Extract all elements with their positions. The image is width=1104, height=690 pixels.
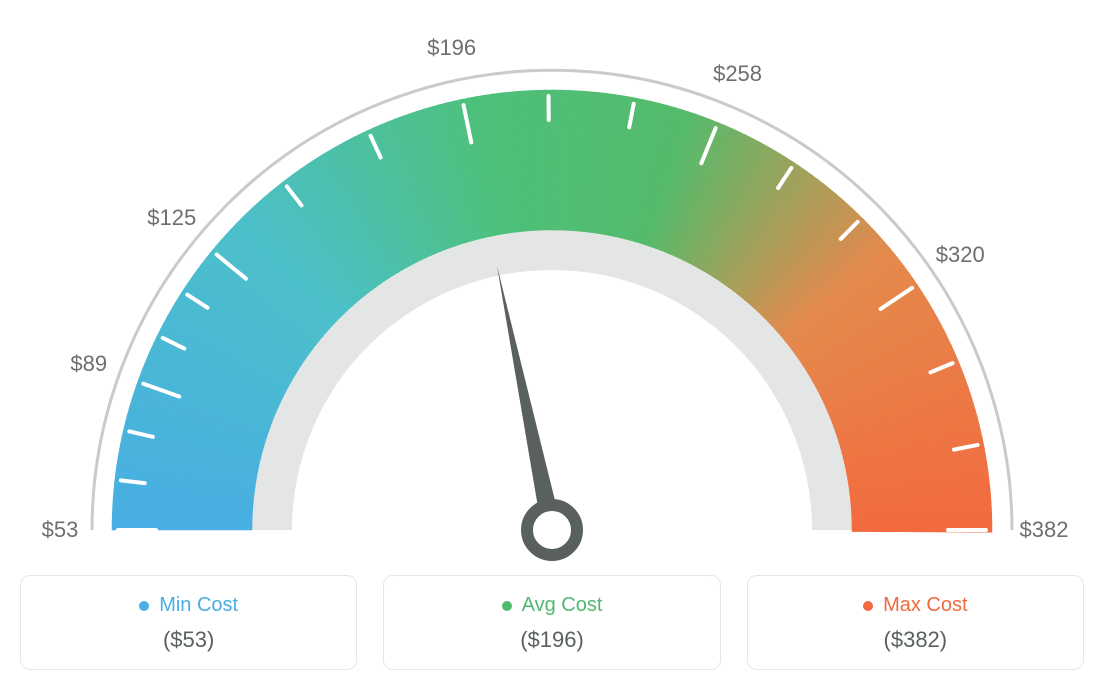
gauge-arc xyxy=(112,90,992,532)
legend-card-min: Min Cost ($53) xyxy=(20,575,357,670)
gauge-needle-hub xyxy=(527,505,577,555)
legend-label-min: Min Cost xyxy=(159,594,238,617)
legend-title-max: Max Cost xyxy=(863,594,967,617)
legend-dot-avg xyxy=(502,601,512,611)
gauge-tick-label: $196 xyxy=(427,35,476,61)
legend-value-avg: ($196) xyxy=(394,627,709,653)
legend-card-max: Max Cost ($382) xyxy=(747,575,1084,670)
gauge-tick-label: $125 xyxy=(147,205,196,231)
gauge-tick-label: $320 xyxy=(936,242,985,268)
gauge-chart xyxy=(0,0,1104,570)
legend-dot-min xyxy=(139,601,149,611)
gauge-tick-label: $89 xyxy=(70,351,107,377)
gauge-tick-label: $53 xyxy=(42,517,79,543)
legend-title-min: Min Cost xyxy=(139,594,238,617)
legend-title-avg: Avg Cost xyxy=(502,594,603,617)
gauge-tick-label: $382 xyxy=(1020,517,1069,543)
gauge-tick-label: $258 xyxy=(713,61,762,87)
gauge-needle xyxy=(497,266,562,532)
legend-card-avg: Avg Cost ($196) xyxy=(383,575,720,670)
legend-dot-max xyxy=(863,601,873,611)
chart-container: $53 $89 $125 $196 $258 $320 $382 Min Cost ($53… xyxy=(0,0,1104,690)
legend-value-min: ($53) xyxy=(31,627,346,653)
legend-label-max: Max Cost xyxy=(883,594,967,617)
legend-row: Min Cost ($53) Avg Cost ($196) Max Cost … xyxy=(20,575,1084,670)
gauge-area: $53 $89 $125 $196 $258 $320 $382 xyxy=(0,0,1104,570)
legend-value-max: ($382) xyxy=(758,627,1073,653)
legend-label-avg: Avg Cost xyxy=(522,594,603,617)
